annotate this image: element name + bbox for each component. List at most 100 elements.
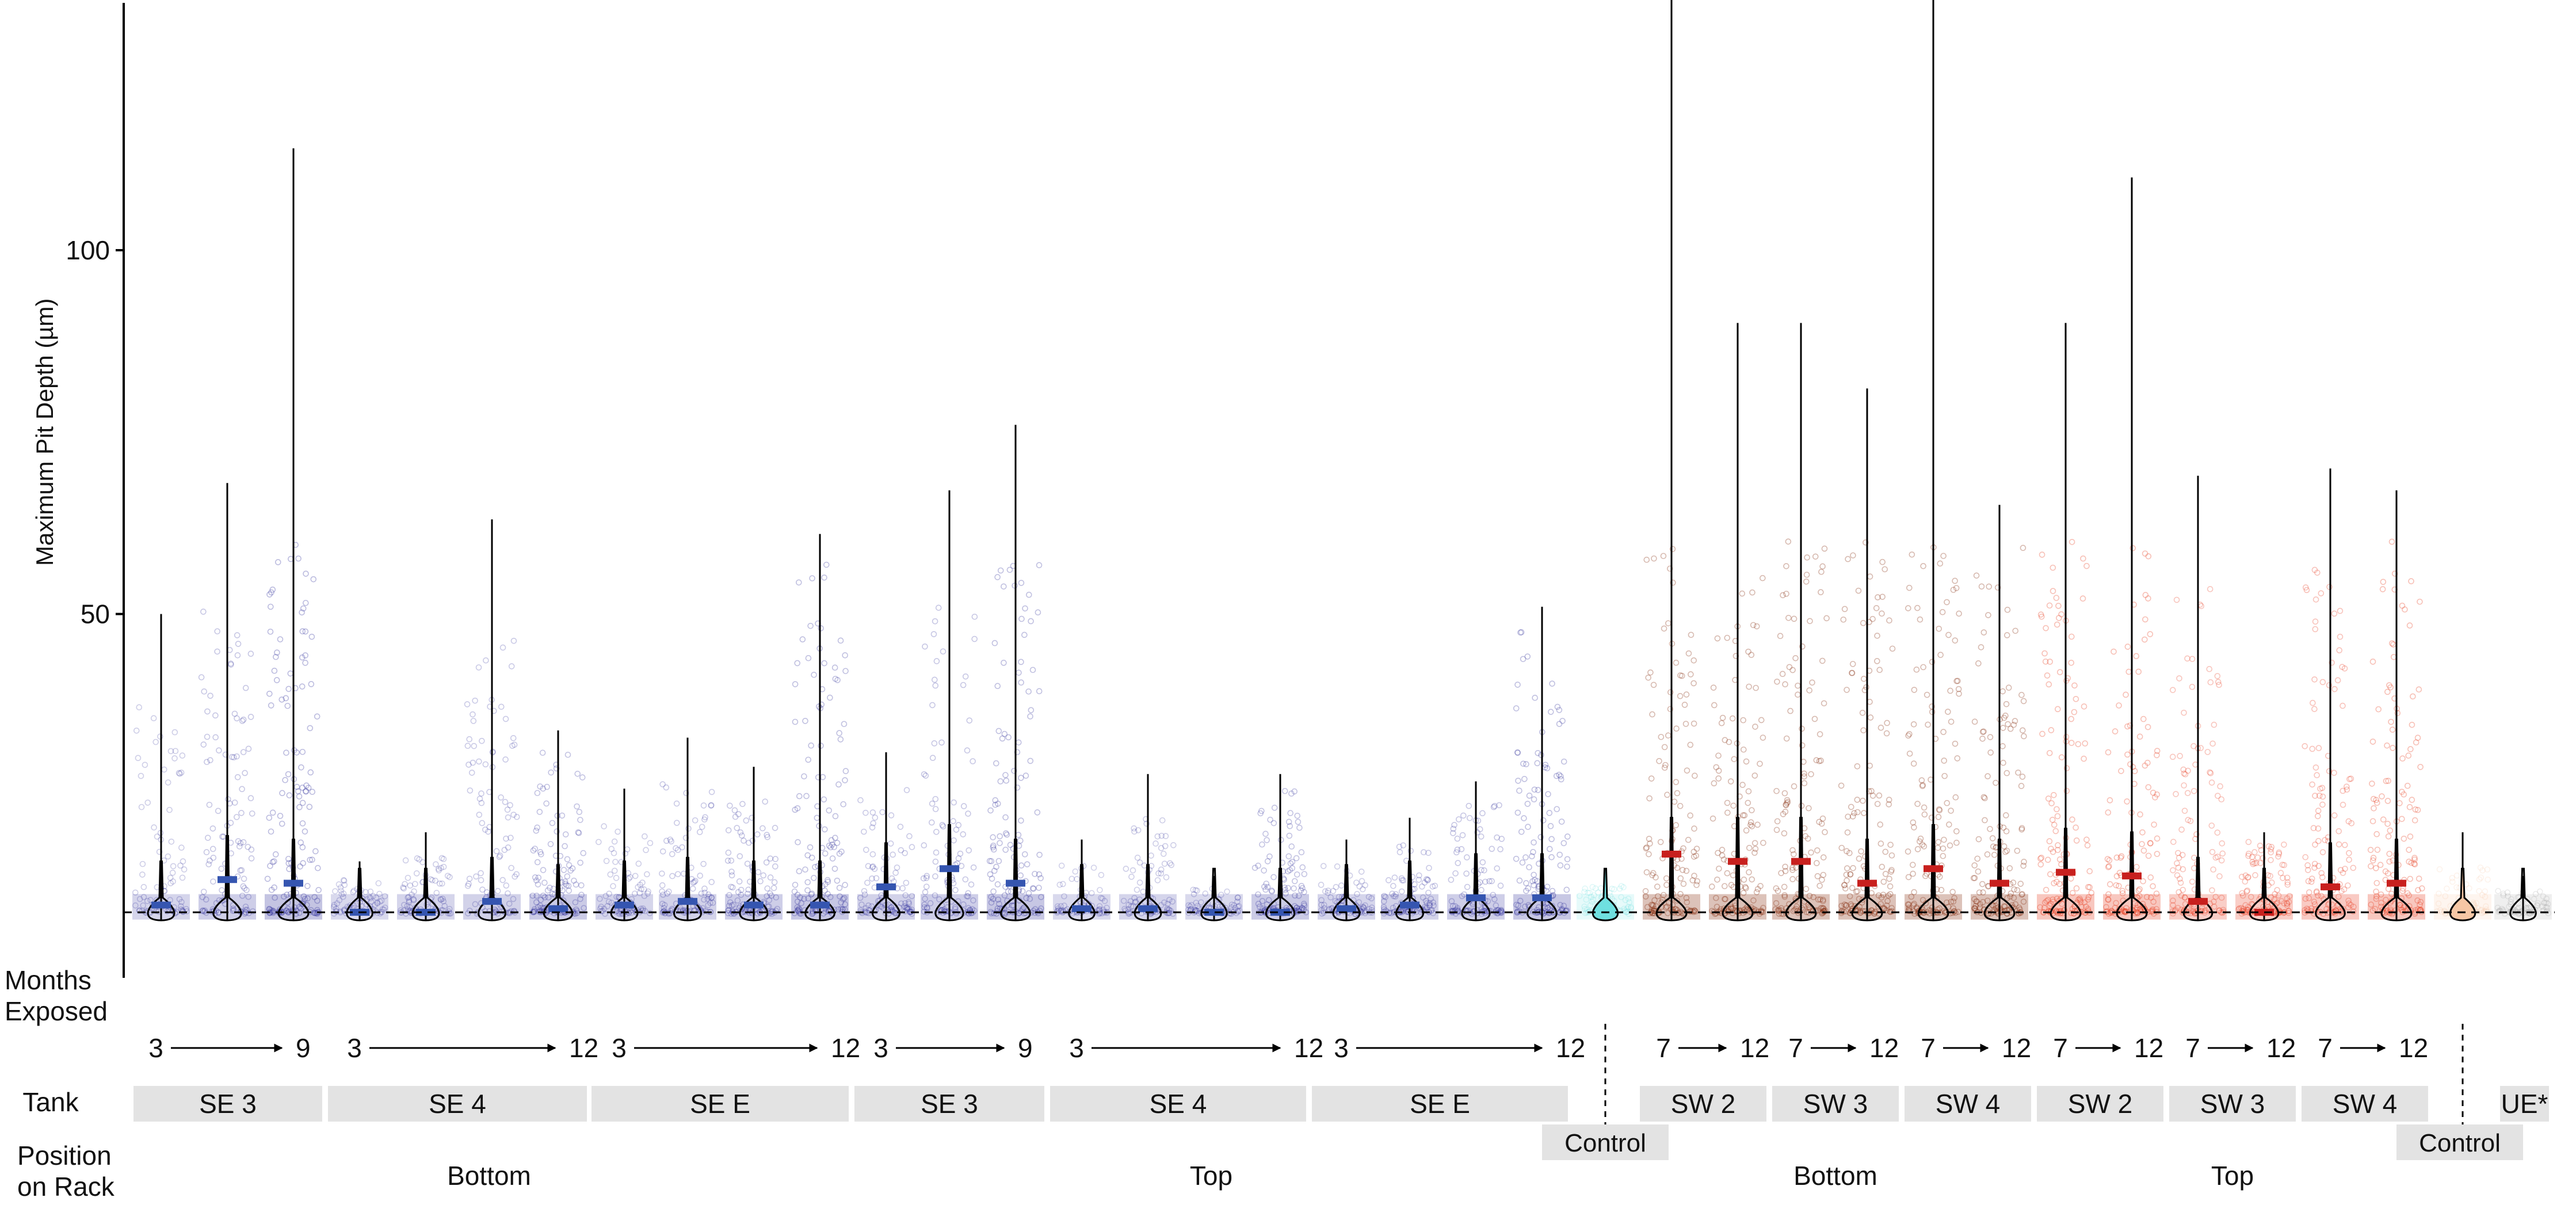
data-point	[269, 586, 276, 593]
data-point	[953, 827, 960, 833]
data-point	[1158, 902, 1165, 908]
data-point	[1479, 810, 1486, 817]
data-point	[1999, 688, 2006, 695]
data-point	[640, 905, 646, 912]
data-point	[1019, 888, 1026, 894]
data-point	[2055, 706, 2061, 713]
data-point	[167, 880, 174, 886]
data-point	[660, 892, 666, 898]
data-point	[902, 850, 908, 856]
data-point	[1549, 680, 1555, 687]
data-point	[577, 859, 583, 866]
data-point	[705, 891, 712, 898]
data-point	[476, 812, 483, 818]
data-point	[2046, 838, 2053, 844]
data-point	[377, 898, 383, 905]
data-point	[1905, 732, 1911, 739]
data-point	[1656, 758, 1662, 764]
data-point	[735, 811, 742, 817]
data-point	[1760, 840, 1766, 846]
data-point	[1564, 856, 1571, 863]
data-point	[1803, 886, 1810, 892]
data-point	[1299, 905, 1306, 912]
data-point	[1267, 816, 1273, 823]
data-point	[795, 905, 802, 912]
data-point	[1361, 908, 1368, 915]
position-label: Bottom	[447, 1161, 531, 1191]
data-point	[1301, 902, 1308, 909]
months-start-label: 7	[1921, 1033, 1936, 1063]
data-point	[1022, 605, 1028, 612]
data-point	[2054, 813, 2061, 820]
data-point	[554, 828, 560, 835]
y-axis-label: Maximum Pit Depth (µm)	[31, 299, 58, 566]
data-point	[861, 888, 868, 894]
data-point	[1660, 553, 1667, 559]
data-point	[1058, 862, 1065, 869]
data-point	[230, 908, 236, 914]
data-point	[496, 854, 503, 860]
data-point	[1332, 898, 1339, 904]
data-point	[1251, 864, 1258, 871]
data-point	[429, 877, 436, 883]
data-point	[2142, 550, 2148, 557]
data-point	[1258, 808, 1265, 814]
data-point	[2190, 855, 2197, 861]
data-point	[333, 905, 339, 912]
data-point	[842, 777, 848, 783]
data-point	[299, 683, 306, 690]
data-point	[1515, 778, 1521, 784]
data-point	[1944, 599, 1950, 606]
data-point	[831, 664, 838, 671]
data-point	[1158, 866, 1165, 873]
data-point	[534, 790, 541, 797]
data-point	[1910, 862, 1916, 868]
data-point	[502, 756, 509, 763]
data-point	[285, 855, 292, 862]
months-row-label: Months	[5, 965, 91, 995]
data-point	[669, 873, 676, 879]
data-point	[140, 883, 147, 890]
months-end-label: 12	[2266, 1033, 2296, 1063]
data-point	[1985, 773, 1991, 779]
data-point	[1285, 885, 1291, 892]
data-point	[1658, 733, 1665, 740]
data-point	[2319, 849, 2326, 855]
data-point	[1860, 619, 1867, 626]
data-point	[822, 888, 828, 894]
data-point	[172, 910, 178, 917]
data-point	[1282, 886, 1288, 893]
data-point	[247, 795, 254, 801]
data-point	[838, 848, 845, 855]
data-point	[285, 771, 292, 778]
data-point	[330, 904, 337, 910]
data-point	[1074, 876, 1080, 882]
data-point	[1398, 908, 1405, 915]
data-point	[508, 663, 515, 670]
data-point	[2216, 873, 2223, 879]
data-point	[2015, 769, 2021, 776]
data-point	[795, 839, 801, 846]
data-point	[1873, 658, 1880, 664]
data-point	[483, 657, 489, 664]
data-point	[507, 802, 513, 809]
data-point	[1001, 909, 1008, 916]
data-point	[685, 825, 692, 832]
data-point	[923, 904, 930, 911]
data-point	[1192, 906, 1199, 913]
data-point	[1953, 839, 1960, 846]
data-point	[2019, 727, 2026, 734]
data-point	[2309, 781, 2315, 788]
data-point	[1002, 847, 1009, 853]
data-point	[1727, 778, 1734, 785]
data-point	[828, 837, 835, 844]
data-point	[968, 910, 975, 917]
data-point	[549, 891, 556, 897]
data-point	[827, 844, 834, 851]
data-point	[1390, 893, 1397, 900]
data-point	[1187, 903, 1193, 910]
data-point	[338, 888, 344, 894]
data-point	[1296, 824, 1303, 831]
data-point	[767, 874, 774, 881]
